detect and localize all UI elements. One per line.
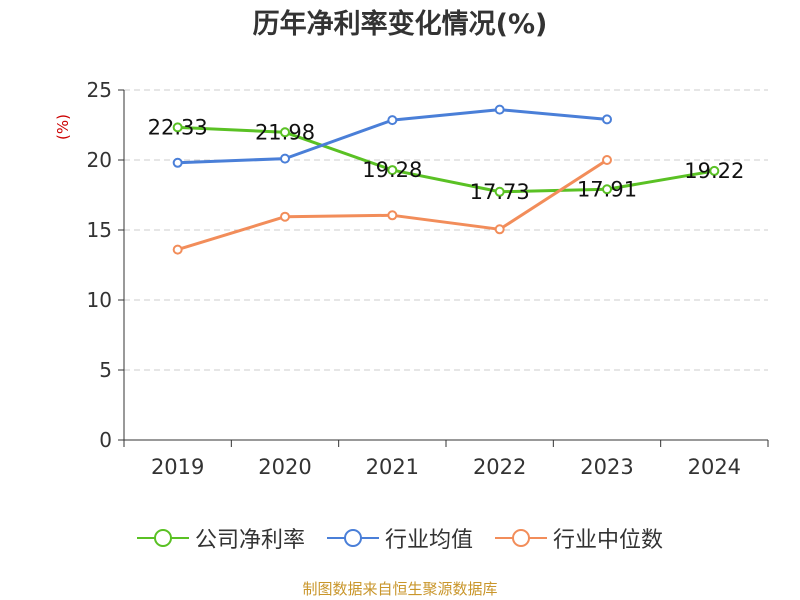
chart-title: 历年净利率变化情况(%) (252, 9, 548, 40)
y-tick-label: 25 (87, 78, 112, 102)
data-label: 21.98 (255, 120, 315, 144)
legend-label: 公司净利率 (194, 528, 305, 553)
y-tick-label: 15 (87, 218, 112, 242)
axes: 0 5 10 15 20 25 2019 2020 2021 2022 2023 2024 (87, 78, 769, 479)
data-point (387, 165, 398, 176)
legend-line-circle-icon (326, 529, 379, 547)
grid-lines (124, 89, 768, 371)
data-point (280, 211, 290, 222)
x-tick-label: 2022 (473, 455, 526, 479)
series (172, 104, 720, 255)
data-point (494, 104, 505, 115)
data-point (172, 122, 183, 133)
data-label: 22.33 (148, 115, 208, 139)
data-point (387, 115, 398, 126)
y-tick-label: 0 (99, 428, 112, 452)
data-point (602, 155, 612, 165)
x-tick-label: 2021 (366, 455, 419, 479)
data-point (494, 224, 505, 235)
data-point (602, 114, 612, 125)
legend-line-circle-icon (495, 529, 547, 547)
y-tick-label: 20 (87, 148, 112, 172)
x-tick-label: 2024 (688, 455, 741, 479)
data-point (602, 184, 612, 195)
data-label: 17.73 (470, 180, 530, 204)
data-point (172, 244, 183, 255)
data-point (709, 165, 720, 176)
y-tick-label: 5 (99, 358, 112, 382)
data-label: 19.28 (362, 158, 422, 182)
data-point (172, 157, 183, 168)
source-note: 制图数据来自恒生聚源数据库 (302, 580, 498, 598)
data-point (280, 127, 290, 138)
legend-item[interactable]: 行业中位数 (495, 522, 663, 554)
legend-label: 行业均值 (384, 528, 473, 553)
legend-item[interactable]: 公司净利率 (136, 522, 305, 554)
x-tick-label: 2023 (580, 455, 633, 479)
series-line (177, 125, 715, 194)
data-point (494, 186, 505, 197)
data-label: 17.91 (577, 177, 637, 201)
data-labels: 22.33 21.98 19.28 17.73 17.91 19.22 (148, 115, 745, 203)
legend-item[interactable]: 行业均值 (326, 522, 473, 554)
data-point (387, 210, 398, 221)
y-tick-label: 10 (87, 288, 112, 312)
legend-line-circle-icon (136, 529, 189, 547)
x-tick-label: 2019 (151, 455, 204, 479)
data-point (280, 153, 290, 164)
x-tick-label: 2020 (258, 455, 311, 479)
legend-label: 行业中位数 (553, 528, 664, 553)
data-label: 19.22 (684, 159, 744, 183)
legend: 公司净利率 行业均值 行业中位数 (0, 518, 800, 558)
y-axis-label: (%) (54, 114, 72, 140)
